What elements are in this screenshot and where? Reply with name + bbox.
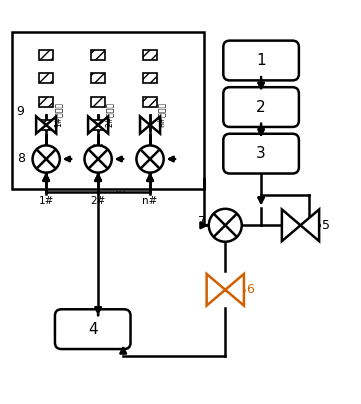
Bar xyxy=(39,120,53,130)
Text: 8: 8 xyxy=(17,152,25,165)
Circle shape xyxy=(32,145,60,173)
Bar xyxy=(91,50,105,60)
Text: 2#喷务架: 2#喷务架 xyxy=(105,102,114,127)
Polygon shape xyxy=(206,274,225,305)
Polygon shape xyxy=(98,116,108,133)
Bar xyxy=(91,74,105,84)
Text: n#: n# xyxy=(142,196,158,206)
Text: 1: 1 xyxy=(256,53,266,68)
Polygon shape xyxy=(88,116,98,133)
Bar xyxy=(39,97,53,107)
Bar xyxy=(91,97,105,107)
Circle shape xyxy=(84,145,112,173)
Text: 5: 5 xyxy=(322,219,330,232)
Bar xyxy=(39,50,53,60)
Text: 1#: 1# xyxy=(39,196,54,206)
Text: 3: 3 xyxy=(256,146,266,161)
Text: 9: 9 xyxy=(17,105,24,118)
Text: 2: 2 xyxy=(256,99,266,115)
FancyBboxPatch shape xyxy=(223,41,299,80)
Polygon shape xyxy=(46,116,56,133)
Polygon shape xyxy=(140,116,150,133)
Bar xyxy=(143,97,157,107)
Bar xyxy=(12,32,204,189)
Text: n#喷务架: n#喷务架 xyxy=(157,102,166,127)
Text: ···: ··· xyxy=(92,139,105,154)
Text: ···: ··· xyxy=(114,186,126,199)
Circle shape xyxy=(136,145,164,173)
Bar xyxy=(91,120,105,130)
FancyBboxPatch shape xyxy=(55,309,131,349)
Bar xyxy=(143,74,157,84)
Text: 6: 6 xyxy=(247,283,254,296)
Text: 4: 4 xyxy=(88,322,97,337)
Polygon shape xyxy=(282,209,300,241)
Polygon shape xyxy=(225,274,244,305)
Polygon shape xyxy=(300,209,319,241)
Circle shape xyxy=(209,209,242,242)
Polygon shape xyxy=(36,116,46,133)
FancyBboxPatch shape xyxy=(223,134,299,174)
FancyBboxPatch shape xyxy=(223,87,299,127)
Polygon shape xyxy=(150,116,160,133)
Bar xyxy=(39,74,53,84)
Text: 7: 7 xyxy=(198,215,206,228)
Bar xyxy=(143,50,157,60)
Text: 2#: 2# xyxy=(90,196,106,206)
Text: 1#喷务架: 1#喷务架 xyxy=(53,102,62,127)
